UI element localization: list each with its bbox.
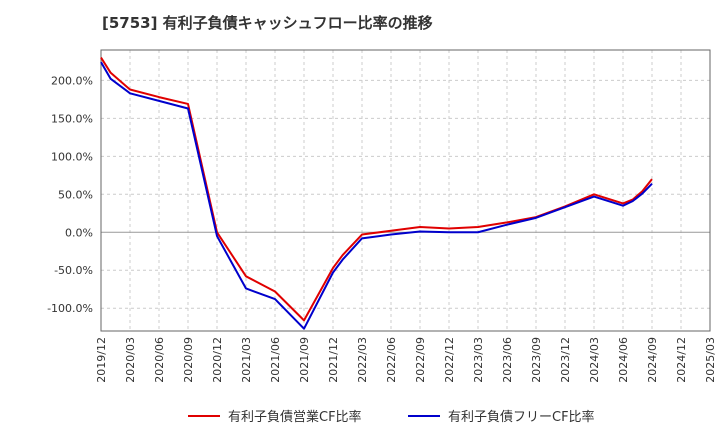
y-tick-label: 0.0% bbox=[65, 226, 93, 239]
legend-label-2: 有利子負債フリーCF比率 bbox=[448, 409, 595, 425]
grid-lines bbox=[100, 50, 711, 331]
x-tick-label: 2025/03 bbox=[704, 337, 717, 383]
x-tick-label: 2020/12 bbox=[211, 337, 224, 383]
x-tick-label: 2024/03 bbox=[588, 337, 601, 383]
y-tick-label: 200.0% bbox=[51, 74, 93, 87]
y-tick-label: -50.0% bbox=[54, 264, 93, 277]
y-tick-label: 150.0% bbox=[51, 112, 93, 125]
y-tick-label: 50.0% bbox=[58, 188, 93, 201]
legend: 有利子負債営業CF比率 有利子負債フリーCF比率 bbox=[188, 409, 595, 425]
x-tick-label: 2020/03 bbox=[124, 337, 137, 383]
x-tick-label: 2024/09 bbox=[646, 337, 659, 383]
legend-label-1: 有利子負債営業CF比率 bbox=[228, 409, 362, 425]
x-tick-label: 2021/03 bbox=[240, 337, 253, 383]
chart-title: [5753] 有利子負債キャッシュフロー比率の推移 bbox=[102, 14, 433, 32]
x-tick-label: 2023/03 bbox=[472, 337, 485, 383]
x-tick-label: 2022/03 bbox=[356, 337, 369, 383]
x-tick-label: 2021/09 bbox=[298, 337, 311, 383]
x-tick-label: 2023/12 bbox=[559, 337, 572, 383]
series-lines bbox=[100, 57, 653, 330]
x-tick-label: 2023/09 bbox=[530, 337, 543, 383]
x-tick-label: 2021/06 bbox=[269, 337, 282, 383]
x-tick-label: 2022/06 bbox=[385, 337, 398, 383]
series-line-2 bbox=[100, 61, 653, 330]
x-tick-label: 2020/06 bbox=[153, 337, 166, 383]
x-tick-label: 2023/06 bbox=[501, 337, 514, 383]
x-tick-label: 2024/06 bbox=[617, 337, 630, 383]
x-tick-label: 2022/09 bbox=[414, 337, 427, 383]
y-tick-label: 100.0% bbox=[51, 150, 93, 163]
plot-frame bbox=[100, 49, 711, 332]
x-tick-label: 2021/12 bbox=[327, 337, 340, 383]
x-tick-label: 2020/09 bbox=[182, 337, 195, 383]
x-tick-label: 2019/12 bbox=[95, 337, 108, 383]
series-line-1 bbox=[100, 57, 653, 322]
y-tick-label: -100.0% bbox=[47, 302, 93, 315]
x-tick-label: 2022/12 bbox=[443, 337, 456, 383]
axes: 200.0% 150.0% 100.0% 50.0% 0.0% -50.0% -100.0%… bbox=[47, 49, 717, 383]
x-tick-label: 2024/12 bbox=[675, 337, 688, 383]
